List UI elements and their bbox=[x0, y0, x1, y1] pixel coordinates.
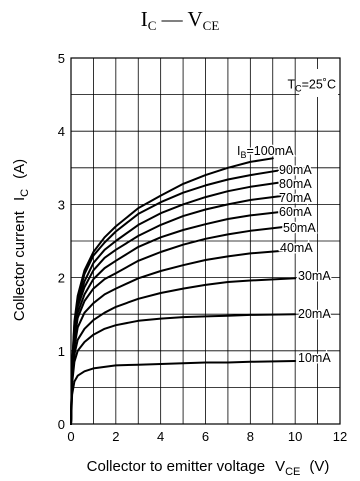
y-tick-labels: 0 1 2 3 4 5 bbox=[58, 51, 65, 432]
series-label-20mA: 20mA bbox=[298, 307, 331, 321]
series-label-10mA: 10mA bbox=[298, 351, 331, 365]
series-line-10mA bbox=[70, 360, 297, 425]
x-axis-label: Collector to emitter voltage VCE (V) bbox=[87, 458, 330, 478]
series-label-80mA: 80mA bbox=[279, 177, 312, 191]
annotation-background bbox=[299, 68, 338, 97]
series-label-100mA: IB=100mA bbox=[237, 144, 294, 160]
x-tick-label: 6 bbox=[202, 429, 209, 444]
series-line-50mA bbox=[70, 224, 297, 425]
series-label-90mA: 90mA bbox=[279, 163, 312, 177]
y-tick-label: 4 bbox=[58, 124, 65, 139]
chart-title: IC — VCE bbox=[141, 7, 220, 33]
series-line-20mA bbox=[70, 313, 297, 425]
y-tick-label: 3 bbox=[58, 197, 65, 212]
y-tick-label: 0 bbox=[58, 417, 65, 432]
x-tick-label: 10 bbox=[288, 429, 302, 444]
y-tick-label: 5 bbox=[58, 51, 65, 66]
series-line-30mA bbox=[70, 277, 297, 425]
series-label-40mA: 40mA bbox=[280, 241, 313, 255]
x-tick-label: 8 bbox=[247, 429, 254, 444]
series-label-50mA: 50mA bbox=[283, 221, 316, 235]
x-tick-label: 4 bbox=[157, 429, 164, 444]
y-axis-label: Collector currentIC(A) bbox=[11, 159, 31, 321]
plot-frame bbox=[70, 57, 341, 425]
series-curves bbox=[70, 157, 297, 425]
y-tick-label: 1 bbox=[58, 344, 65, 359]
x-tick-label: 12 bbox=[333, 429, 347, 444]
x-tick-labels: 0 2 4 6 8 10 12 bbox=[67, 429, 347, 444]
x-tick-label: 2 bbox=[112, 429, 119, 444]
x-tick-label: 0 bbox=[67, 429, 74, 444]
y-tick-label: 2 bbox=[58, 271, 65, 286]
series-label-70mA: 70mA bbox=[279, 191, 312, 205]
series-line-40mA bbox=[70, 248, 297, 425]
series-label-30mA: 30mA bbox=[298, 269, 331, 283]
temperature-annotation: TC=25˚C bbox=[287, 78, 336, 94]
series-label-60mA: 60mA bbox=[279, 205, 312, 219]
